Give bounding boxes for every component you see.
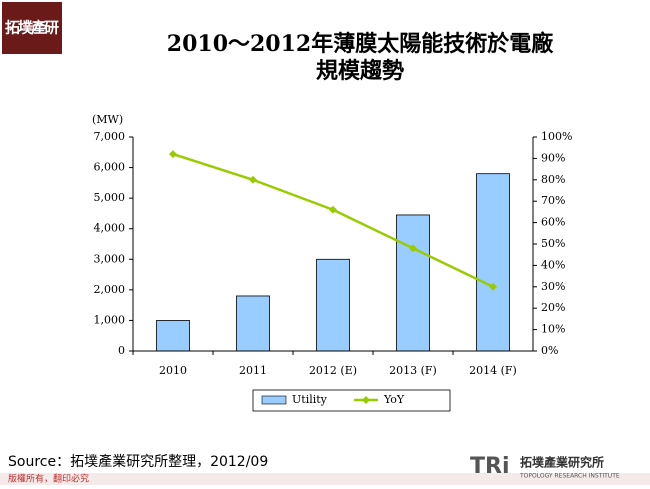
- y2-tick-label: 90%: [541, 151, 565, 164]
- y-tick-label: 0: [118, 344, 125, 357]
- logo-text: 拓墣產研: [5, 19, 59, 37]
- y2-tick-label: 80%: [541, 173, 565, 186]
- y2-tick-label: 50%: [541, 237, 565, 250]
- y-tick-label: 4,000: [94, 222, 126, 235]
- y-tick-label: 6,000: [94, 161, 126, 174]
- y-tick-label: 3,000: [94, 252, 126, 265]
- y2-tick-label: 0%: [541, 344, 558, 357]
- y2-tick-label: 60%: [541, 216, 565, 229]
- marker: [409, 244, 417, 253]
- marker: [329, 205, 337, 214]
- brand-name: 拓墣產業研究所: [520, 455, 604, 470]
- x-tick-label: 2013 (F): [389, 364, 437, 377]
- y-tick-label: 7,000: [94, 130, 126, 143]
- y-tick-label: 2,000: [94, 283, 126, 296]
- bar: [236, 295, 270, 352]
- y2-tick-label: 20%: [541, 301, 565, 314]
- chart-title: 2010～2012年薄膜太陽能技術於電廠規模趨勢: [167, 31, 554, 84]
- marker: [489, 282, 497, 291]
- x-tick-label: 2014 (F): [469, 364, 517, 377]
- y-tick-label: 1,000: [94, 313, 126, 326]
- legend-marker: [362, 396, 370, 404]
- bar: [156, 320, 190, 352]
- logo-box: [2, 2, 62, 54]
- brand: TRi: [470, 454, 510, 479]
- y2-tick-label: 10%: [541, 323, 565, 336]
- y2-tick-label: 100%: [541, 130, 572, 143]
- copyright: 版權所有，翻印必究: [8, 473, 89, 485]
- bar: [316, 258, 350, 352]
- y2-tick-label: 40%: [541, 258, 565, 271]
- legend-box: [252, 389, 451, 412]
- legend-label: Utility: [292, 393, 328, 406]
- y2-tick-label: 70%: [541, 194, 565, 207]
- y2-tick-label: 30%: [541, 280, 565, 293]
- y-tick-label: 5,000: [94, 191, 126, 204]
- bar: [396, 214, 430, 352]
- legend-swatch: [261, 395, 287, 405]
- source: Source：拓墣產業研究所整理，2012/09: [8, 453, 268, 470]
- x-tick-label: 2011: [239, 364, 267, 377]
- legend-label: YoY: [383, 393, 405, 406]
- marker: [249, 175, 257, 184]
- brand-english: TOPOLOGY RESEARCH INSTITUTE: [519, 473, 620, 480]
- bar: [476, 173, 510, 352]
- footer-strip: [0, 473, 650, 485]
- x-tick-label: 2010: [159, 364, 187, 377]
- marker: [169, 150, 177, 159]
- x-tick-label: 2012 (E): [309, 364, 357, 377]
- y-axis-label: (MW): [92, 113, 123, 126]
